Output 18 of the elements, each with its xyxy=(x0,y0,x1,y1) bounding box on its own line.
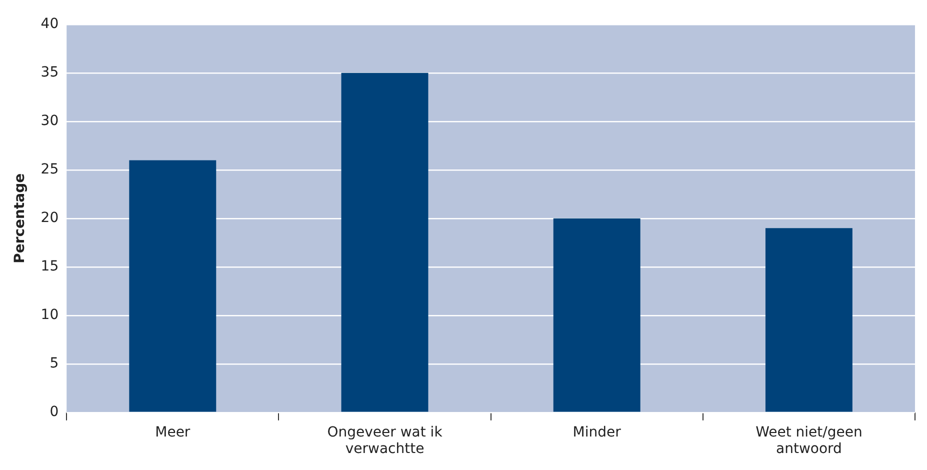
y-tick-label: 25 xyxy=(40,162,59,178)
y-tick-label: 10 xyxy=(40,307,59,324)
y-tick-label: 15 xyxy=(40,258,59,275)
y-tick-label: 35 xyxy=(40,64,59,81)
x-tick-label: Meer xyxy=(155,424,190,440)
y-axis-title: Percentage xyxy=(12,173,28,264)
bar xyxy=(765,228,852,412)
bar xyxy=(553,218,640,412)
bar xyxy=(129,160,216,412)
x-tick-label: Weet niet/geen antwoord xyxy=(756,424,862,458)
y-tick-label: 0 xyxy=(50,404,59,420)
bar xyxy=(341,72,428,412)
x-tick-label: Minder xyxy=(572,424,622,440)
x-tick-label: Ongeveer wat ik verwachtte xyxy=(327,424,444,458)
y-tick-label: 40 xyxy=(40,16,59,32)
y-tick-label: 30 xyxy=(40,113,59,130)
y-tick-label: 5 xyxy=(50,356,59,372)
y-tick-label: 20 xyxy=(40,210,59,226)
